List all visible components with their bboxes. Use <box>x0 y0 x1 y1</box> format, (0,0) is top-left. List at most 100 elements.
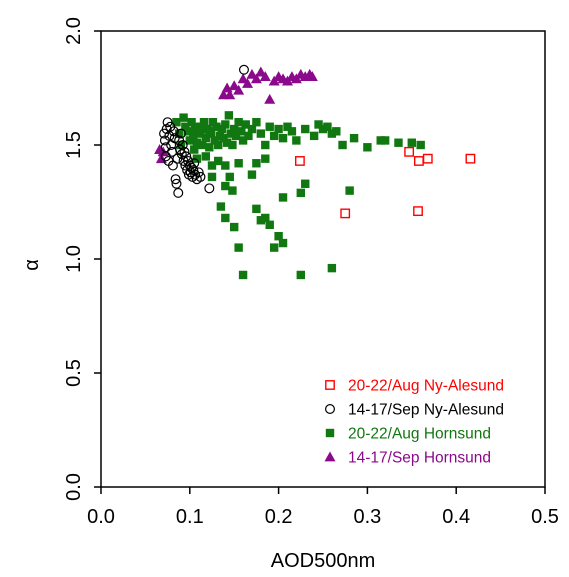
data-point <box>167 160 178 171</box>
y-axis: 0.0 0.5 1.0 1.5 2.0 <box>63 17 101 501</box>
x-tick-label: 0.4 <box>442 506 470 528</box>
data-point <box>269 243 279 252</box>
data-point <box>465 153 476 164</box>
data-point <box>190 145 199 154</box>
data-point <box>175 128 186 139</box>
data-point <box>247 124 257 134</box>
data-point <box>340 208 351 219</box>
data-point <box>237 73 249 84</box>
data-point <box>238 270 248 280</box>
data-point <box>208 118 218 127</box>
data-point <box>230 124 239 134</box>
data-point <box>224 89 236 100</box>
data-point <box>197 122 206 131</box>
data-point <box>226 129 235 138</box>
legend-label: 14-17/Sep Ny-Alesund <box>348 402 504 419</box>
x-axis: 0.0 0.1 0.2 0.3 0.4 0.5 <box>87 487 559 528</box>
x-tick-label: 0.1 <box>176 506 204 528</box>
data-point <box>212 122 221 131</box>
data-point <box>265 122 274 131</box>
data-point <box>292 136 301 145</box>
x-tick-label: 0.0 <box>87 506 115 528</box>
x-axis-label: AOD500nm <box>271 550 376 572</box>
legend-item: 20-22/Aug Ny-Alesund <box>325 378 504 395</box>
legend-marker <box>325 404 336 415</box>
data-point <box>407 138 416 147</box>
data-point <box>252 204 261 214</box>
data-point <box>228 80 240 91</box>
data-point <box>269 131 279 141</box>
data-point <box>422 153 433 164</box>
data-point <box>416 140 425 150</box>
data-point <box>380 136 390 145</box>
data-point <box>414 156 424 166</box>
data-point <box>237 127 246 136</box>
legend-item: 14-17/Sep Hornsund <box>324 450 491 467</box>
data-point <box>205 127 214 136</box>
data-point <box>314 120 323 129</box>
data-point <box>233 84 245 95</box>
y-axis-label: α <box>21 259 43 271</box>
legend-marker <box>324 451 336 462</box>
data-point <box>221 213 230 223</box>
data-point <box>238 64 249 75</box>
data-point <box>241 120 250 129</box>
data-point <box>217 124 226 134</box>
plot-frame <box>100 30 546 488</box>
legend: 20-22/Aug Ny-Alesund 14-17/Sep Ny-Alesund… <box>324 378 504 467</box>
data-point <box>219 133 228 143</box>
data-point <box>404 146 415 157</box>
data-point <box>332 127 341 136</box>
data-point <box>247 170 257 179</box>
data-point <box>168 126 179 137</box>
legend-label: 20-22/Aug Hornsund <box>348 426 491 443</box>
data-point <box>171 178 182 189</box>
data-point <box>244 131 253 141</box>
legend-marker <box>325 380 335 390</box>
data-point <box>179 146 190 157</box>
data-point <box>225 172 234 182</box>
data-point <box>193 167 204 178</box>
data-point <box>174 129 184 138</box>
series-1 <box>159 64 249 198</box>
data-point <box>327 129 337 138</box>
data-point <box>195 171 206 182</box>
data-point <box>230 222 239 232</box>
data-point <box>274 124 283 134</box>
data-point <box>252 159 261 168</box>
data-point <box>234 243 243 252</box>
data-point <box>274 232 283 241</box>
data-point <box>222 138 232 147</box>
data-point <box>216 202 226 211</box>
data-point <box>201 152 210 161</box>
data-point <box>204 183 215 194</box>
data-point <box>238 136 248 145</box>
data-point <box>234 118 243 127</box>
y-tick-label: 1.0 <box>63 245 85 273</box>
legend-marker <box>325 428 335 438</box>
data-point <box>185 136 194 145</box>
data-point <box>287 127 297 136</box>
data-point <box>252 118 261 127</box>
y-tick-label: 0.5 <box>63 359 85 387</box>
data-point <box>199 118 209 127</box>
data-point <box>246 68 258 79</box>
data-point <box>214 156 223 166</box>
data-point <box>224 111 234 120</box>
legend-item: 14-17/Sep Ny-Alesund <box>325 402 504 419</box>
data-point <box>181 151 192 162</box>
x-tick-label: 0.5 <box>531 506 559 528</box>
data-point <box>338 140 347 150</box>
data-point <box>210 136 219 145</box>
data-point <box>173 187 184 198</box>
x-tick-label: 0.3 <box>353 506 381 528</box>
data-point <box>177 140 188 151</box>
series-0 <box>295 146 476 219</box>
data-point <box>345 186 354 195</box>
data-point <box>264 93 276 104</box>
data-point <box>234 159 243 168</box>
data-point <box>228 140 237 150</box>
data-point <box>309 131 319 141</box>
plot-area <box>154 64 476 280</box>
